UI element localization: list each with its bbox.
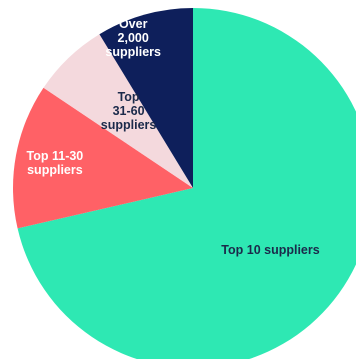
pie-slice-label-1: Top 10 suppliers <box>221 243 319 257</box>
pie-slice-label-line: 2,000 <box>118 31 149 45</box>
pie-slice-label-line: suppliers <box>27 163 83 177</box>
pie-slice-4 <box>99 7 193 188</box>
pie-slice-label-line: suppliers <box>105 45 161 59</box>
pie-slice-label-line: Over <box>119 17 148 31</box>
pie-slice-label-3: Top 31-60 suppliers <box>101 90 157 132</box>
pie-slices <box>13 7 356 359</box>
pie-slice-2 <box>13 87 194 229</box>
pie-slice-label-4: Over 2,000 suppliers <box>105 17 161 59</box>
pie-slice-label-2: Top 11-30 suppliers <box>27 149 84 177</box>
pie-slice-label-line: suppliers <box>101 118 157 132</box>
pie-slice-label-line: Top <box>118 90 140 104</box>
pie-slice-label-line: 31-60 <box>113 104 145 118</box>
pie-slice-3 <box>43 34 193 189</box>
pie-slice-label-line: Top 10 suppliers <box>221 243 319 257</box>
pie-slice-1 <box>17 8 356 359</box>
pie-slice-label-line: Top 11-30 <box>27 149 84 163</box>
